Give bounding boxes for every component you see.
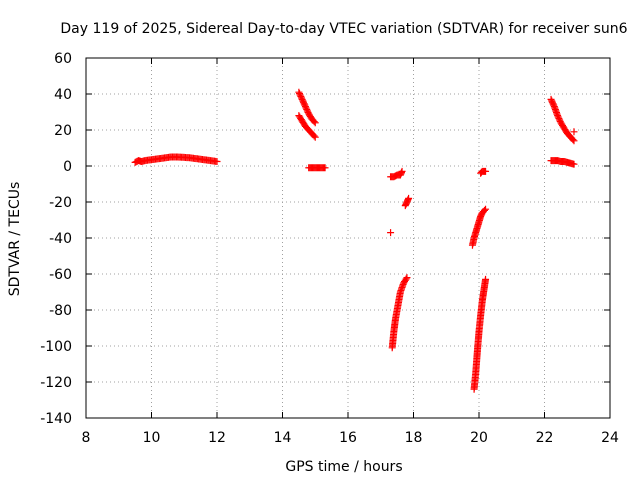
x-tick-label: 8 [82,430,91,446]
data-point [213,158,221,165]
y-tick-label: -120 [40,375,72,391]
data-point [310,118,318,126]
segment-arc-15-zero [305,164,329,172]
data-point [569,136,577,144]
segment-arc-22.3-upper [547,95,578,145]
data-point [482,205,490,213]
x-tick-label: 12 [208,430,226,446]
data-point [402,275,410,283]
grid [86,58,610,418]
data-point [405,194,413,202]
y-axis-label: SDTVAR / TECUs [7,182,23,297]
data-point [398,167,406,175]
tick-labels: 8 10 12 14 16 18 20 22 24 60 40 20 0 -20 -40 -60 -80 -100… [40,51,619,446]
x-tick-label: 10 [143,430,161,446]
x-tick-label: 24 [601,430,619,446]
y-tick-label: 20 [54,123,72,139]
data-point [482,275,490,283]
data-point [311,133,319,141]
x-tick-label: 18 [405,430,423,446]
data-point [482,167,490,175]
segment-arc-14.5-lower [295,112,319,141]
segment-isolated-17.3 [387,229,395,237]
data-point [570,160,578,168]
data-point [403,274,411,282]
segment-arc-17.4-near-zero [387,167,406,181]
data-point [480,206,488,214]
segment-arc-14.5-upper [295,88,319,127]
y-tick-label: -60 [49,267,72,283]
x-axis-label: GPS time / hours [285,459,402,475]
segment-arc-9.5-12 [131,153,221,166]
data-point [570,128,578,136]
segment-arc-17.8-minus20 [401,194,413,210]
y-tick-label: 60 [54,51,72,67]
segment-arc-22.2-near-zero [547,157,578,168]
y-tick-label: 40 [54,87,72,103]
data-point [311,119,319,127]
x-tick-label: 14 [274,430,292,446]
chart-title: Day 119 of 2025, Sidereal Day-to-day VTE… [60,21,627,37]
x-tick-label: 20 [470,430,488,446]
x-tick-label: 16 [339,430,357,446]
segment-arc-17.3-descending [388,274,411,352]
data-point [387,229,395,237]
data-point [550,101,558,109]
y-tick-label: -140 [40,411,72,427]
data-point [570,137,578,145]
tick-marks [85,57,611,419]
segment-arc-20-upper [468,205,490,249]
y-tick-label: 0 [63,159,72,175]
segment-arc-20-descending [470,275,490,393]
y-tick-label: -100 [40,339,72,355]
x-tick-label: 22 [536,430,554,446]
segment-arc-22.9-isolated [570,128,578,136]
data-point [321,164,329,172]
y-tick-label: -20 [49,195,72,211]
data-points [131,88,578,393]
data-point [310,132,318,140]
segment-arc-20-near-zero [477,167,490,177]
y-tick-label: -80 [49,303,72,319]
y-tick-label: -40 [49,231,72,247]
